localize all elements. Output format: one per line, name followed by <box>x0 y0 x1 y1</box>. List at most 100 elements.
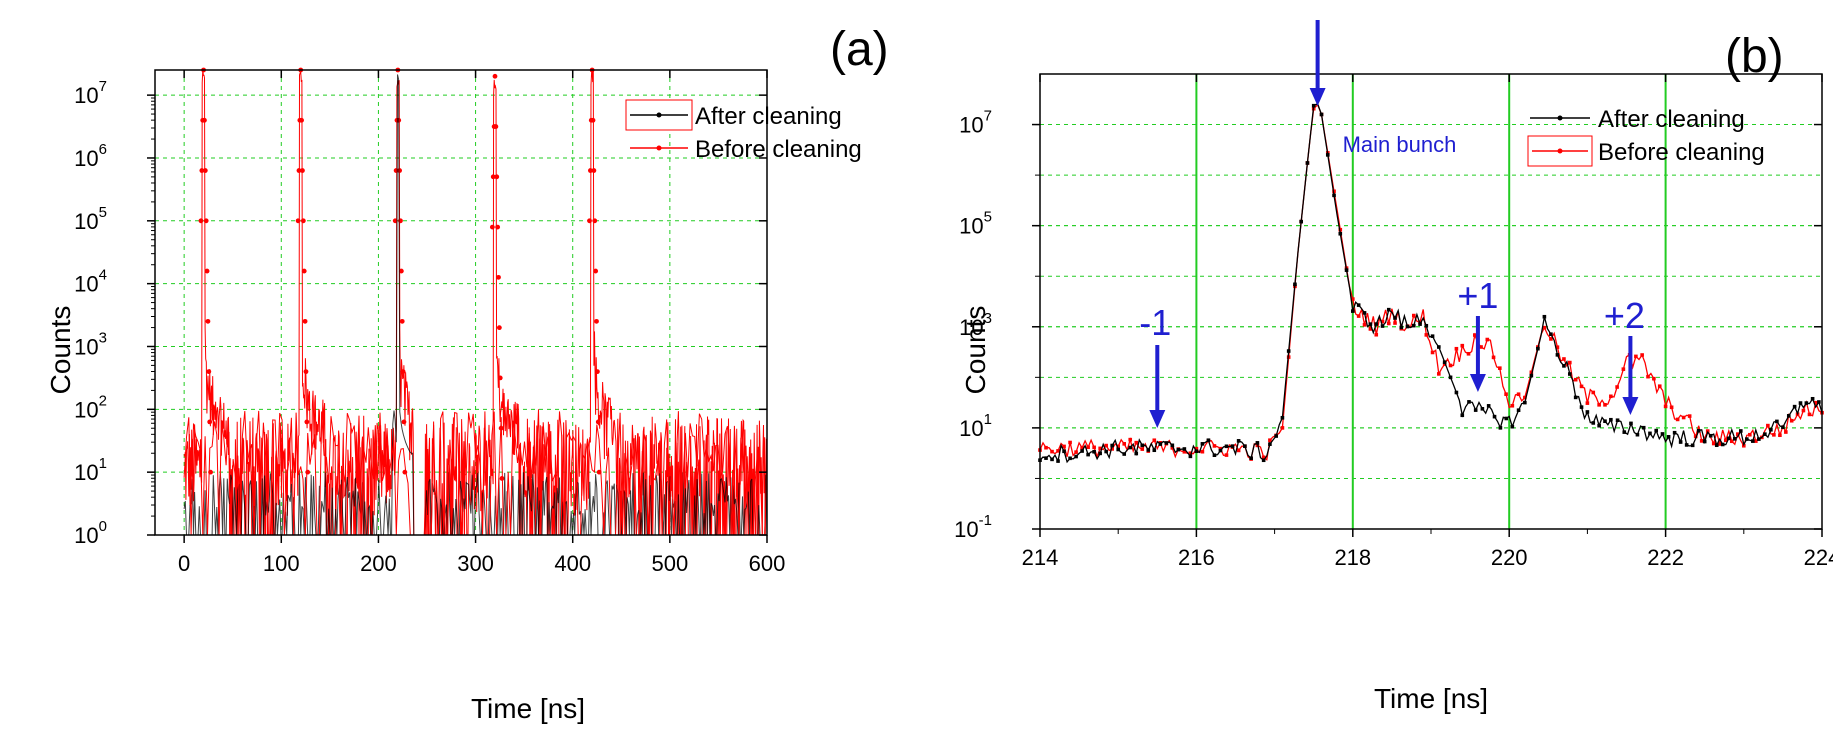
panel-b-marker-after <box>1176 447 1181 452</box>
panel-b-marker-after <box>1380 324 1385 328</box>
panel-b-ytick-label: 105 <box>959 209 992 239</box>
panel-b-marker-before <box>1573 377 1578 382</box>
panel-b-marker-after <box>1529 373 1534 378</box>
panel-a-ytick-label: 101 <box>74 455 107 485</box>
panel-b-marker-before <box>1092 445 1096 450</box>
panel-b-marker-after <box>1523 400 1527 405</box>
panel-b-marker-before <box>1134 440 1139 445</box>
panel-b-marker-before <box>1621 367 1626 371</box>
panel-b-marker-after <box>1062 449 1066 454</box>
panel-b-marker-after <box>1609 417 1613 422</box>
panel-b-marker-after <box>1666 435 1671 439</box>
panel-b-marker-before <box>1362 323 1367 327</box>
panel-a-legend-before: Before cleaning <box>695 136 862 163</box>
panel-a-before-marker <box>587 168 593 173</box>
panel-b-marker-after <box>1344 268 1349 272</box>
panel-b-marker-after <box>1368 322 1373 326</box>
panel-b-marker-before <box>1669 405 1674 410</box>
panel-b-marker-after <box>1454 390 1459 395</box>
panel-b-marker-after <box>1781 425 1785 430</box>
panel-b-marker-after <box>1286 349 1291 353</box>
panel-b-marker-before <box>1675 417 1680 422</box>
panel-b-ytick-label: 107 <box>959 108 992 138</box>
panel-b-marker-before <box>1104 443 1108 448</box>
panel-a-xlabel: Time [ns] <box>471 693 585 724</box>
panel-b-marker-before <box>1711 441 1716 446</box>
panel-b-marker-after <box>1504 416 1509 421</box>
panel-b-marker-after <box>1786 414 1791 418</box>
panel-b-marker-after <box>1393 316 1397 320</box>
panel-b-marker-before <box>1504 392 1508 396</box>
panel-b-marker-after <box>1702 439 1707 444</box>
panel-b-marker-after <box>1775 419 1779 424</box>
panel-b-marker-before <box>1705 429 1710 433</box>
panel-b-marker-before <box>1182 449 1187 454</box>
panel-b-xtick-label: 216 <box>1178 545 1215 570</box>
panel-a-before-marker <box>591 168 597 173</box>
panel-b-marker-before <box>1813 400 1818 405</box>
panel-b-marker-before <box>1200 449 1205 454</box>
panel-a-before-marker <box>595 419 601 425</box>
panel-b-marker-before <box>1448 363 1453 368</box>
panel-b-marker-after <box>1448 375 1453 380</box>
minus-one-arrow-head <box>1149 410 1166 428</box>
panel-b-marker-after <box>1146 448 1151 452</box>
panel-a-xtick-label: 400 <box>554 551 591 576</box>
panel-b-marker-after <box>1510 424 1515 429</box>
panel-b-marker-before <box>1663 404 1668 409</box>
panel-b-marker-after <box>1603 419 1607 424</box>
panel-b-marker-before <box>1568 360 1572 365</box>
panel-b-annotations: Main bunch -1 +1 +2 <box>1139 20 1645 428</box>
panel-b-marker-after <box>1536 346 1540 351</box>
panel-b-marker-before <box>1640 353 1644 357</box>
panel-b-marker-after <box>1418 322 1422 326</box>
panel-a-legend-after: After cleaning <box>695 103 842 130</box>
panel-b-marker-before <box>1152 438 1157 443</box>
panel-b-marker-after <box>1720 442 1725 447</box>
panel-b-marker-after <box>1044 456 1048 460</box>
panel-a-ytick-label: 104 <box>74 267 107 297</box>
panel-b-marker-before <box>1056 449 1060 453</box>
panel-b-marker-before <box>1681 415 1686 420</box>
panel-b-marker-before <box>1280 426 1285 430</box>
panel-b-marker-before <box>1549 337 1553 341</box>
panel-b-marker-after <box>1122 452 1127 456</box>
panel-b-marker-after <box>1573 395 1578 400</box>
panel-a-before-marker <box>204 268 210 274</box>
panel-b-marker-after <box>1194 449 1199 454</box>
panel-a-before-marker <box>202 168 208 173</box>
panel-a-ytick-label: 100 <box>74 518 107 548</box>
panel-b-marker-before <box>1074 450 1078 454</box>
panel-b-marker-before <box>1437 372 1441 376</box>
panel-b-marker-before <box>1116 444 1120 449</box>
panel-b-marker-after <box>1460 413 1465 418</box>
minus-one-label: -1 <box>1139 302 1171 343</box>
panel-b-marker-after <box>1555 353 1560 357</box>
panel-b-marker-before <box>1460 343 1465 348</box>
panel-b-marker-before <box>1555 345 1560 349</box>
panel-a-before-marker <box>392 218 398 224</box>
panel-a-before-marker <box>199 168 205 173</box>
panel-b-marker-before <box>1080 446 1084 450</box>
panel-a-before-marker <box>399 318 405 324</box>
panel-a-before-marker <box>493 124 499 129</box>
panel-b-marker-after <box>1696 428 1701 433</box>
panel-b-marker-after <box>1243 444 1247 448</box>
panel-b-marker-after <box>1362 311 1367 315</box>
panel-a-before-marker <box>206 369 212 375</box>
panel-b-marker-before <box>1603 403 1607 407</box>
panel-b-marker-before <box>1562 357 1566 361</box>
panel-b-marker-after <box>1056 459 1060 463</box>
panel-b-marker-after <box>1738 429 1743 433</box>
main-bunch-arrow-head <box>1309 88 1326 106</box>
plus-one-label: +1 <box>1457 275 1498 316</box>
panel-b-marker-after <box>1437 345 1441 349</box>
panel-a-before-marker <box>400 369 406 375</box>
panel-b-marker-before <box>1386 321 1391 326</box>
panel-b-marker-after <box>1654 428 1659 433</box>
panel-b-marker-after <box>1255 441 1260 445</box>
panel-b-marker-after <box>1092 449 1096 454</box>
panel-a-before-marker <box>496 274 501 280</box>
panel-b-marker-before <box>1424 333 1429 337</box>
